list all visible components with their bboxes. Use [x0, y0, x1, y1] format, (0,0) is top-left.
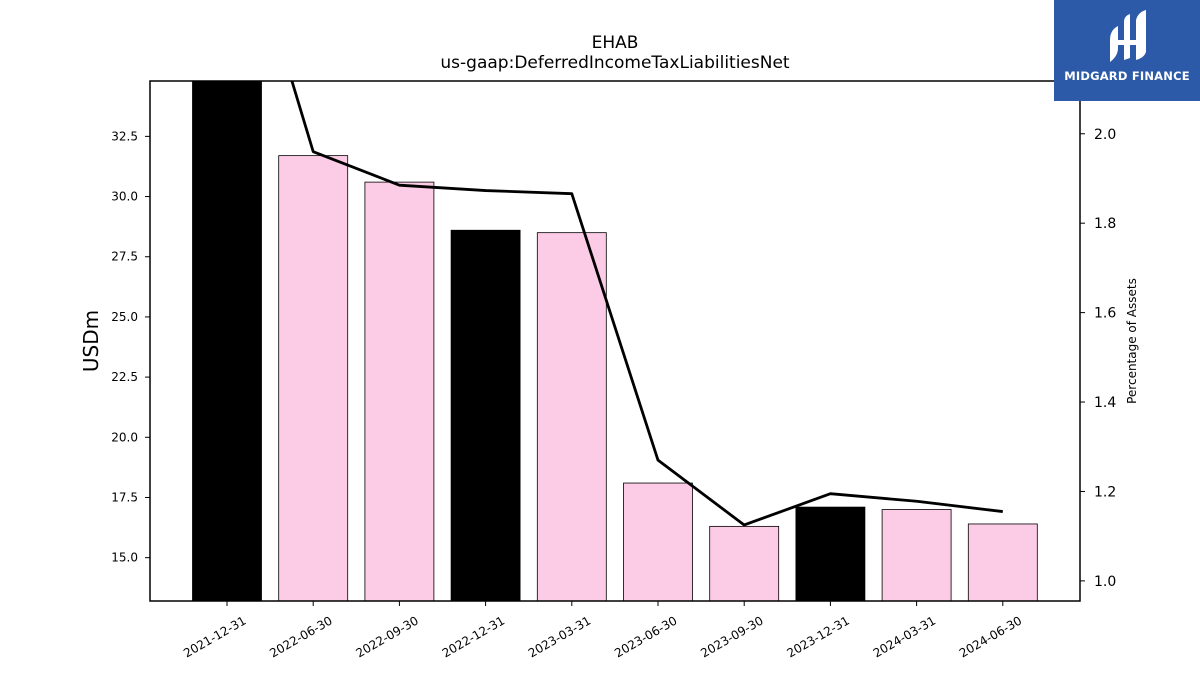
chart-subtitle: us-gaap:DeferredIncomeTaxLiabilitiesNet [440, 53, 790, 73]
bar-2022-06-30 [278, 155, 349, 601]
x-tick-label: 2024-03-31 [871, 613, 938, 660]
logo-mark-icon [1110, 10, 1146, 62]
x-tick-label: 2023-06-30 [612, 613, 679, 660]
x-tick-label: 2022-09-30 [353, 613, 420, 660]
y2-tick-label: 1.8 [1094, 216, 1116, 232]
bar-2023-03-31 [536, 232, 607, 601]
x-axis: 2021-12-31 2022-06-30 2022-09-30 2022-12-31… [181, 601, 1024, 660]
x-tick-label: 2024-06-30 [957, 613, 1024, 660]
y-tick-label: 30.0 [111, 190, 138, 204]
y-tick-label: 20.0 [111, 430, 138, 444]
x-tick-label: 2023-03-31 [526, 613, 593, 660]
y-tick-label: 17.5 [111, 490, 138, 504]
bar-2023-06-30 [623, 482, 693, 601]
line-group [290, 81, 1003, 527]
y-tick-label: 15.0 [111, 551, 138, 565]
plot-frame [149, 80, 1081, 602]
x-tick-label: 2023-12-31 [784, 613, 851, 660]
bars-group [192, 81, 1038, 601]
bar-2022-09-30 [364, 181, 435, 601]
bar-2024-03-31 [881, 509, 952, 601]
x-tick-label: 2023-09-30 [698, 613, 765, 660]
y-tick-label: 25.0 [111, 310, 138, 324]
bar-2023-12-31 [795, 506, 866, 601]
bar-2021-12-31 [192, 81, 262, 601]
y-tick-label: 32.5 [111, 129, 138, 143]
y2-tick-label: 1.0 [1094, 574, 1116, 590]
x-tick-label: 2022-06-30 [267, 613, 334, 660]
y-axis-left: 15.0 17.5 20.0 22.5 25.0 27.5 30.0 32.5 [111, 129, 150, 565]
y-tick-label: 27.5 [111, 250, 138, 264]
y2-tick-label: 2.0 [1094, 127, 1116, 143]
bar-2024-06-30 [967, 523, 1038, 601]
y-tick-label: 22.5 [111, 370, 138, 384]
y2-tick-label: 1.6 [1094, 306, 1116, 322]
y2-tick-label: 1.4 [1094, 395, 1116, 411]
x-tick-label: 2021-12-31 [181, 613, 248, 660]
midgard-finance-logo: MIDGARD FINANCE [1054, 0, 1200, 101]
y2-tick-label: 1.2 [1094, 484, 1116, 500]
percentage-line [290, 81, 1003, 527]
logo-text: MIDGARD FINANCE [1064, 69, 1190, 83]
y-axis-right: 1.0 1.2 1.4 1.6 1.8 2.0 [1080, 127, 1116, 590]
bar-2022-12-31 [450, 229, 521, 601]
bar-2023-09-30 [709, 525, 780, 601]
x-tick-label: 2022-12-31 [440, 613, 507, 660]
chart-title: EHAB [591, 33, 639, 53]
y2-axis-label: Percentage of Assets [1125, 278, 1139, 404]
y-axis-label: USDm [79, 310, 103, 372]
